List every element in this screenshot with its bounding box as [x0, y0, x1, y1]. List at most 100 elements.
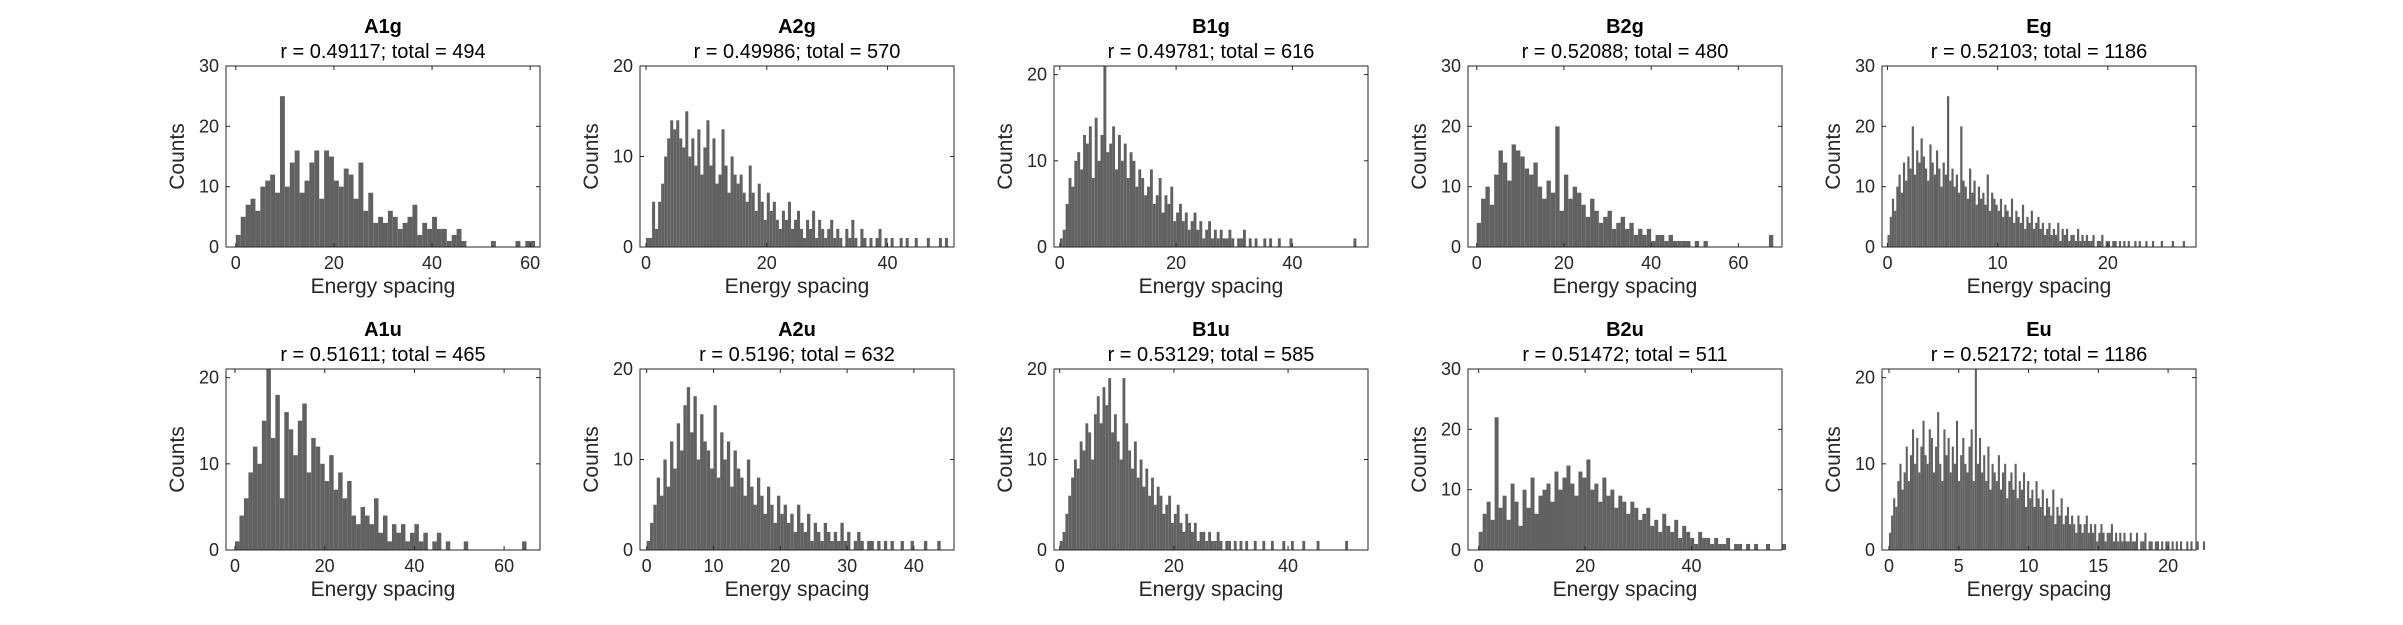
x-tick-label: 20: [757, 253, 777, 273]
histogram-bar: [1976, 463, 1979, 550]
histogram-bar: [1896, 186, 1899, 247]
x-tick-label: 0: [642, 556, 652, 576]
histogram-bar: [1577, 192, 1582, 247]
histogram-bar: [1171, 522, 1174, 550]
histogram-bar: [763, 513, 767, 550]
histogram-bar: [937, 540, 941, 550]
histogram-bar: [938, 237, 942, 247]
histogram-bar: [790, 513, 794, 550]
histogram-bar: [845, 228, 849, 247]
histogram-bar: [1662, 513, 1667, 550]
histogram-bar: [329, 455, 334, 550]
histogram-bar: [1651, 240, 1656, 247]
histogram-bar: [1316, 540, 1320, 550]
histogram-bar: [1073, 459, 1077, 550]
histogram-bar: [1677, 240, 1682, 247]
panel-title: Eg: [2026, 16, 2052, 38]
histogram-bar: [2119, 532, 2122, 550]
histogram-bar: [2114, 240, 2117, 247]
histogram-bar: [2092, 532, 2095, 550]
x-tick-label: 0: [1474, 556, 1484, 576]
histogram-bar: [1686, 531, 1691, 550]
histogram-bar: [2030, 210, 2033, 247]
y-axis-label: Counts: [166, 426, 189, 493]
y-tick-label: 10: [613, 147, 633, 167]
histogram-bar: [656, 477, 661, 550]
histogram-bar: [2096, 240, 2100, 247]
histogram-bar: [1987, 446, 1990, 550]
histogram-bar: [1905, 446, 1908, 550]
histogram-bar: [446, 240, 452, 247]
histogram-bar: [397, 228, 403, 247]
histogram-bar: [2131, 541, 2134, 550]
histogram-bar: [314, 150, 320, 247]
histogram-bar: [373, 222, 379, 247]
histogram-bar: [405, 541, 410, 550]
x-tick-label: 20: [2158, 556, 2178, 576]
histogram-bar: [1068, 178, 1072, 247]
histogram-bar: [706, 120, 710, 247]
histogram-bar: [1534, 513, 1539, 550]
histogram-bar: [1969, 168, 1972, 247]
histogram-bar: [1128, 450, 1132, 550]
histogram-bar: [288, 429, 294, 550]
histogram-bar: [1485, 186, 1490, 247]
y-tick-label: 10: [1027, 151, 1047, 171]
histogram-bar: [1703, 240, 1708, 247]
histogram-bar: [1985, 481, 1988, 550]
histogram-bar: [670, 120, 674, 247]
histogram-bar: [772, 201, 776, 247]
histogram-bar: [1507, 180, 1512, 247]
histogram-bar: [1173, 513, 1177, 550]
histogram-bar: [2008, 216, 2011, 247]
histogram-bar: [1568, 198, 1573, 247]
histogram-bar: [807, 513, 811, 550]
histogram-bar: [1131, 468, 1134, 550]
histogram-bar: [1085, 423, 1089, 550]
histogram-bar: [392, 216, 398, 247]
histogram-bar: [1997, 210, 2000, 247]
histogram-bar: [910, 540, 914, 550]
histogram-bar: [1216, 531, 1220, 550]
histogram-bar: [1726, 537, 1731, 550]
histogram-bar: [2068, 240, 2071, 247]
histogram-bar: [860, 540, 864, 550]
histogram-bar: [279, 96, 285, 248]
histogram-bar: [1096, 396, 1100, 550]
histogram-bar: [2085, 515, 2088, 550]
histogram-bar: [2046, 228, 2049, 247]
y-tick-label: 20: [1027, 65, 1047, 85]
histogram-bar: [265, 180, 271, 247]
x-tick-label: 20: [324, 253, 344, 273]
histogram-bar: [1951, 446, 1954, 550]
histogram-bar: [1980, 198, 1983, 247]
histogram-bar: [1109, 143, 1113, 247]
histogram-bar: [1614, 507, 1619, 550]
histogram-bar: [294, 150, 300, 247]
histogram-bar: [2056, 506, 2059, 550]
panel-title: B2u: [1606, 319, 1644, 341]
histogram-bar: [793, 531, 797, 550]
histogram-bar: [257, 463, 262, 550]
panel-title: B1g: [1192, 16, 1230, 38]
histogram-bar: [338, 186, 344, 247]
histogram-bar: [1650, 525, 1655, 550]
y-tick-label: 0: [623, 540, 633, 560]
panel-subtitle: r = 0.53129; total = 585: [1108, 344, 1315, 366]
histogram-bar: [1129, 152, 1133, 247]
histogram-bar: [781, 210, 785, 247]
histogram-bar: [1176, 504, 1180, 550]
histogram-bar: [2108, 532, 2111, 550]
histogram-bar: [2010, 472, 2013, 550]
histogram-bar: [1678, 537, 1683, 550]
y-tick-label: 0: [1451, 237, 1461, 257]
histogram-bar: [1642, 234, 1647, 247]
histogram-bar: [2089, 524, 2093, 550]
histogram-bar: [1151, 477, 1154, 550]
histogram-bar: [378, 532, 383, 550]
histogram-bar: [751, 192, 755, 247]
histogram-bar: [1091, 459, 1094, 550]
histogram-bar: [2083, 524, 2086, 550]
histogram-bar: [1302, 540, 1306, 550]
